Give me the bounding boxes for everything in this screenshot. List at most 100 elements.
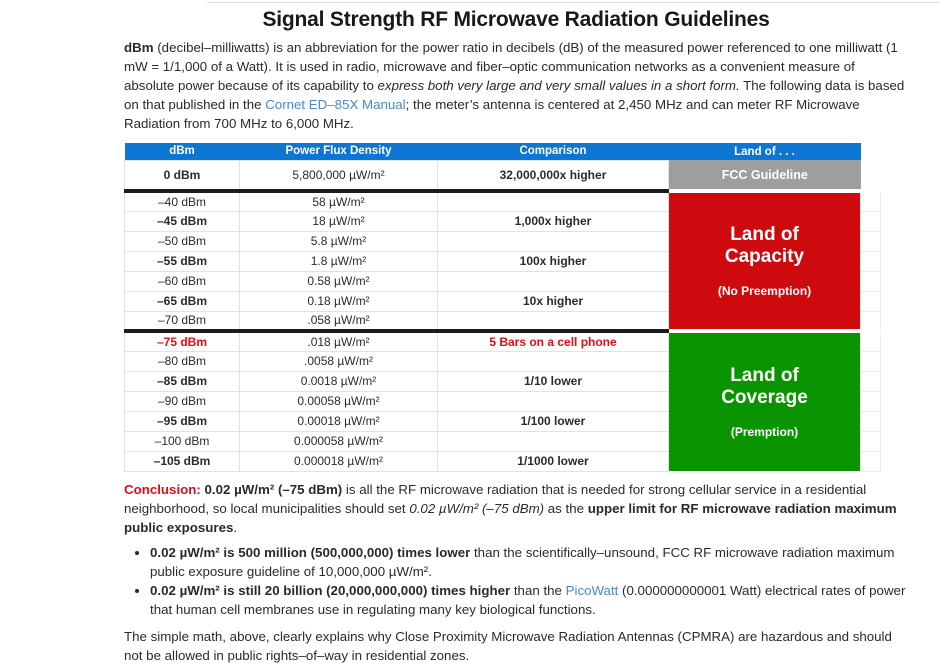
key-points-list: 0.02 µW/m² is 500 million (500,000,000) … xyxy=(124,543,908,619)
intro-text-3: ; the meter’s antenna is centered at 2,4… xyxy=(124,97,860,131)
power-flux-cell: 58 µW/m² xyxy=(239,189,438,212)
blank-edge-cell xyxy=(860,390,881,412)
header-dbm: dBm xyxy=(124,143,240,160)
power-flux-cell: 0.000058 µW/m² xyxy=(239,430,438,452)
table-row: –105 dBm 0.000018 µW/m² 1/1000 lower xyxy=(124,450,881,472)
conclusion-bold-limit: upper limit for RF microwave radiation m… xyxy=(124,500,897,535)
comparison-cell: 1,000x higher xyxy=(437,210,669,232)
dbm-cell: –95 dBm xyxy=(124,410,240,432)
land-title: Land of Coverage xyxy=(721,365,808,408)
power-flux-cell: 0.00058 µW/m² xyxy=(239,390,438,412)
fcc-guideline-cell: FCC Guideline xyxy=(668,160,861,191)
blank-edge-cell xyxy=(860,290,881,312)
guidelines-table: dBm Power Flux Density Comparison Land o… xyxy=(124,143,881,472)
table-header-row: dBm Power Flux Density Comparison Land o… xyxy=(124,143,881,160)
land-of-capacity-cell: Land of Capacity (No Preemption) xyxy=(668,189,861,331)
comparison-cell xyxy=(437,189,669,212)
comparison-cell: 32,000,000x higher xyxy=(437,159,669,192)
bullet2-text-1: than the xyxy=(510,582,566,598)
table-row: –95 dBm 0.00018 µW/m² 1/100 lower xyxy=(124,410,881,432)
table-row: 0 dBm 5,800,000 µW/m² 32,000,000x higher FC… xyxy=(124,159,881,192)
comparison-cell: 100x higher xyxy=(437,250,669,272)
conclusion-text-1: is all the RF microwave radiation that i… xyxy=(124,481,867,516)
table-row: –100 dBm 0.000058 µW/m² xyxy=(124,430,881,452)
land-title: Land of Capacity xyxy=(724,224,805,267)
table-row: –40 dBm 58 µW/m² Land of Capacity (No Preemp… xyxy=(124,189,881,331)
comparison-cell: 1/10 lower xyxy=(437,370,669,392)
land-subtitle: (Premption) xyxy=(730,425,799,439)
dbm-cell: –75 dBm xyxy=(124,329,240,352)
blank-edge-cell xyxy=(860,210,881,232)
intro-dbm-term: dBm xyxy=(124,40,154,55)
power-flux-cell: 5,800,000 µW/m² xyxy=(239,159,438,192)
blank-edge-cell xyxy=(860,430,881,452)
conclusion-text-2: as the xyxy=(544,500,588,516)
table-row: –65 dBm 0.18 µW/m² 10x higher xyxy=(124,290,881,312)
picowatt-link[interactable]: PicoWatt xyxy=(565,582,619,598)
cornet-manual-link[interactable]: Cornet ED–85X Manual xyxy=(265,97,406,112)
power-flux-cell: .018 µW/m² xyxy=(239,329,438,352)
table-row: –70 dBm .058 µW/m² xyxy=(124,310,881,332)
page-title: Signal Strength RF Microwave Radiation G… xyxy=(262,8,770,31)
comparison-cell xyxy=(437,350,669,372)
header-power-flux-density: Power Flux Density xyxy=(239,143,438,160)
guidelines-table-body: 0 dBm 5,800,000 µW/m² 32,000,000x higher FC… xyxy=(124,159,881,472)
comparison-cell: 5 Bars on a cell phone xyxy=(437,329,669,352)
blank-edge-cell xyxy=(860,189,881,212)
table-row: –80 dBm .0058 µW/m² xyxy=(124,350,881,372)
power-flux-cell: .0058 µW/m² xyxy=(239,350,438,372)
dbm-cell: –50 dBm xyxy=(124,230,240,252)
conclusion-label: Conclusion: xyxy=(124,481,201,497)
closing-paragraph: The simple math, above, clearly explains… xyxy=(124,628,892,663)
power-flux-cell: 0.00018 µW/m² xyxy=(239,410,438,432)
blank-edge-cell xyxy=(861,160,881,191)
dbm-cell: –45 dBm xyxy=(124,210,240,232)
blank-edge-cell xyxy=(860,329,881,352)
header-land-of: Land of . . . xyxy=(668,143,861,160)
power-flux-cell: 0.000018 µW/m² xyxy=(239,450,438,472)
comparison-cell xyxy=(437,270,669,292)
blank-edge-cell xyxy=(860,450,881,472)
land-subtitle: (No Preemption) xyxy=(717,284,812,298)
dbm-cell: –80 dBm xyxy=(124,350,240,372)
dbm-cell: –60 dBm xyxy=(124,270,240,292)
dbm-cell: –105 dBm xyxy=(124,450,240,472)
intro-paragraph: dBm (decibel–milliwatts) is an abbreviat… xyxy=(124,38,908,133)
table-row: –60 dBm 0.58 µW/m² xyxy=(124,270,881,292)
blank-edge-cell xyxy=(860,310,881,332)
comparison-cell xyxy=(437,230,669,252)
comparison-cell: 1/100 lower xyxy=(437,410,669,432)
land-of-coverage-cell: Land of Coverage (Premption) xyxy=(668,329,861,471)
table-row: –75 dBm .018 µW/m² 5 Bars on a cell phone L… xyxy=(124,329,881,471)
conclusion-bold-value: 0.02 µW/m² (–75 dBm) xyxy=(200,481,343,497)
dbm-cell: –65 dBm xyxy=(124,290,240,312)
conclusion-text-3: . xyxy=(233,519,238,535)
list-item: 0.02 µW/m² is 500 million (500,000,000) … xyxy=(150,543,908,581)
intro-text-2: The following data is based on that publ… xyxy=(124,78,905,112)
blank-edge-cell xyxy=(860,270,881,292)
power-flux-cell: 18 µW/m² xyxy=(239,210,438,232)
power-flux-cell: 0.0018 µW/m² xyxy=(239,370,438,392)
header-comparison: Comparison xyxy=(437,143,669,160)
blank-edge-cell xyxy=(860,250,881,272)
comparison-cell: 1/1000 lower xyxy=(437,450,669,472)
bullet1-bold: 0.02 µW/m² is 500 million (500,000,000) … xyxy=(150,544,471,560)
blank-edge-cell xyxy=(860,370,881,392)
dbm-cell: –100 dBm xyxy=(124,430,240,452)
table-row: –85 dBm 0.0018 µW/m² 1/10 lower xyxy=(124,370,881,392)
comparison-cell xyxy=(437,310,669,332)
comparison-cell xyxy=(437,390,669,412)
power-flux-cell: 5.8 µW/m² xyxy=(239,230,438,252)
blank-edge-cell xyxy=(860,230,881,252)
comparison-cell xyxy=(437,430,669,452)
conclusion-paragraph: Conclusion: 0.02 µW/m² (–75 dBm) is all … xyxy=(124,480,908,537)
power-flux-cell: 0.58 µW/m² xyxy=(239,270,438,292)
dbm-cell: –40 dBm xyxy=(124,189,240,212)
power-flux-cell: 0.18 µW/m² xyxy=(239,290,438,312)
top-divider xyxy=(207,2,940,3)
dbm-cell: 0 dBm xyxy=(124,159,240,192)
intro-text-1: (decibel–milliwatts) is an abbreviation … xyxy=(124,40,898,93)
comparison-cell: 10x higher xyxy=(437,290,669,312)
header-blank xyxy=(860,143,881,160)
